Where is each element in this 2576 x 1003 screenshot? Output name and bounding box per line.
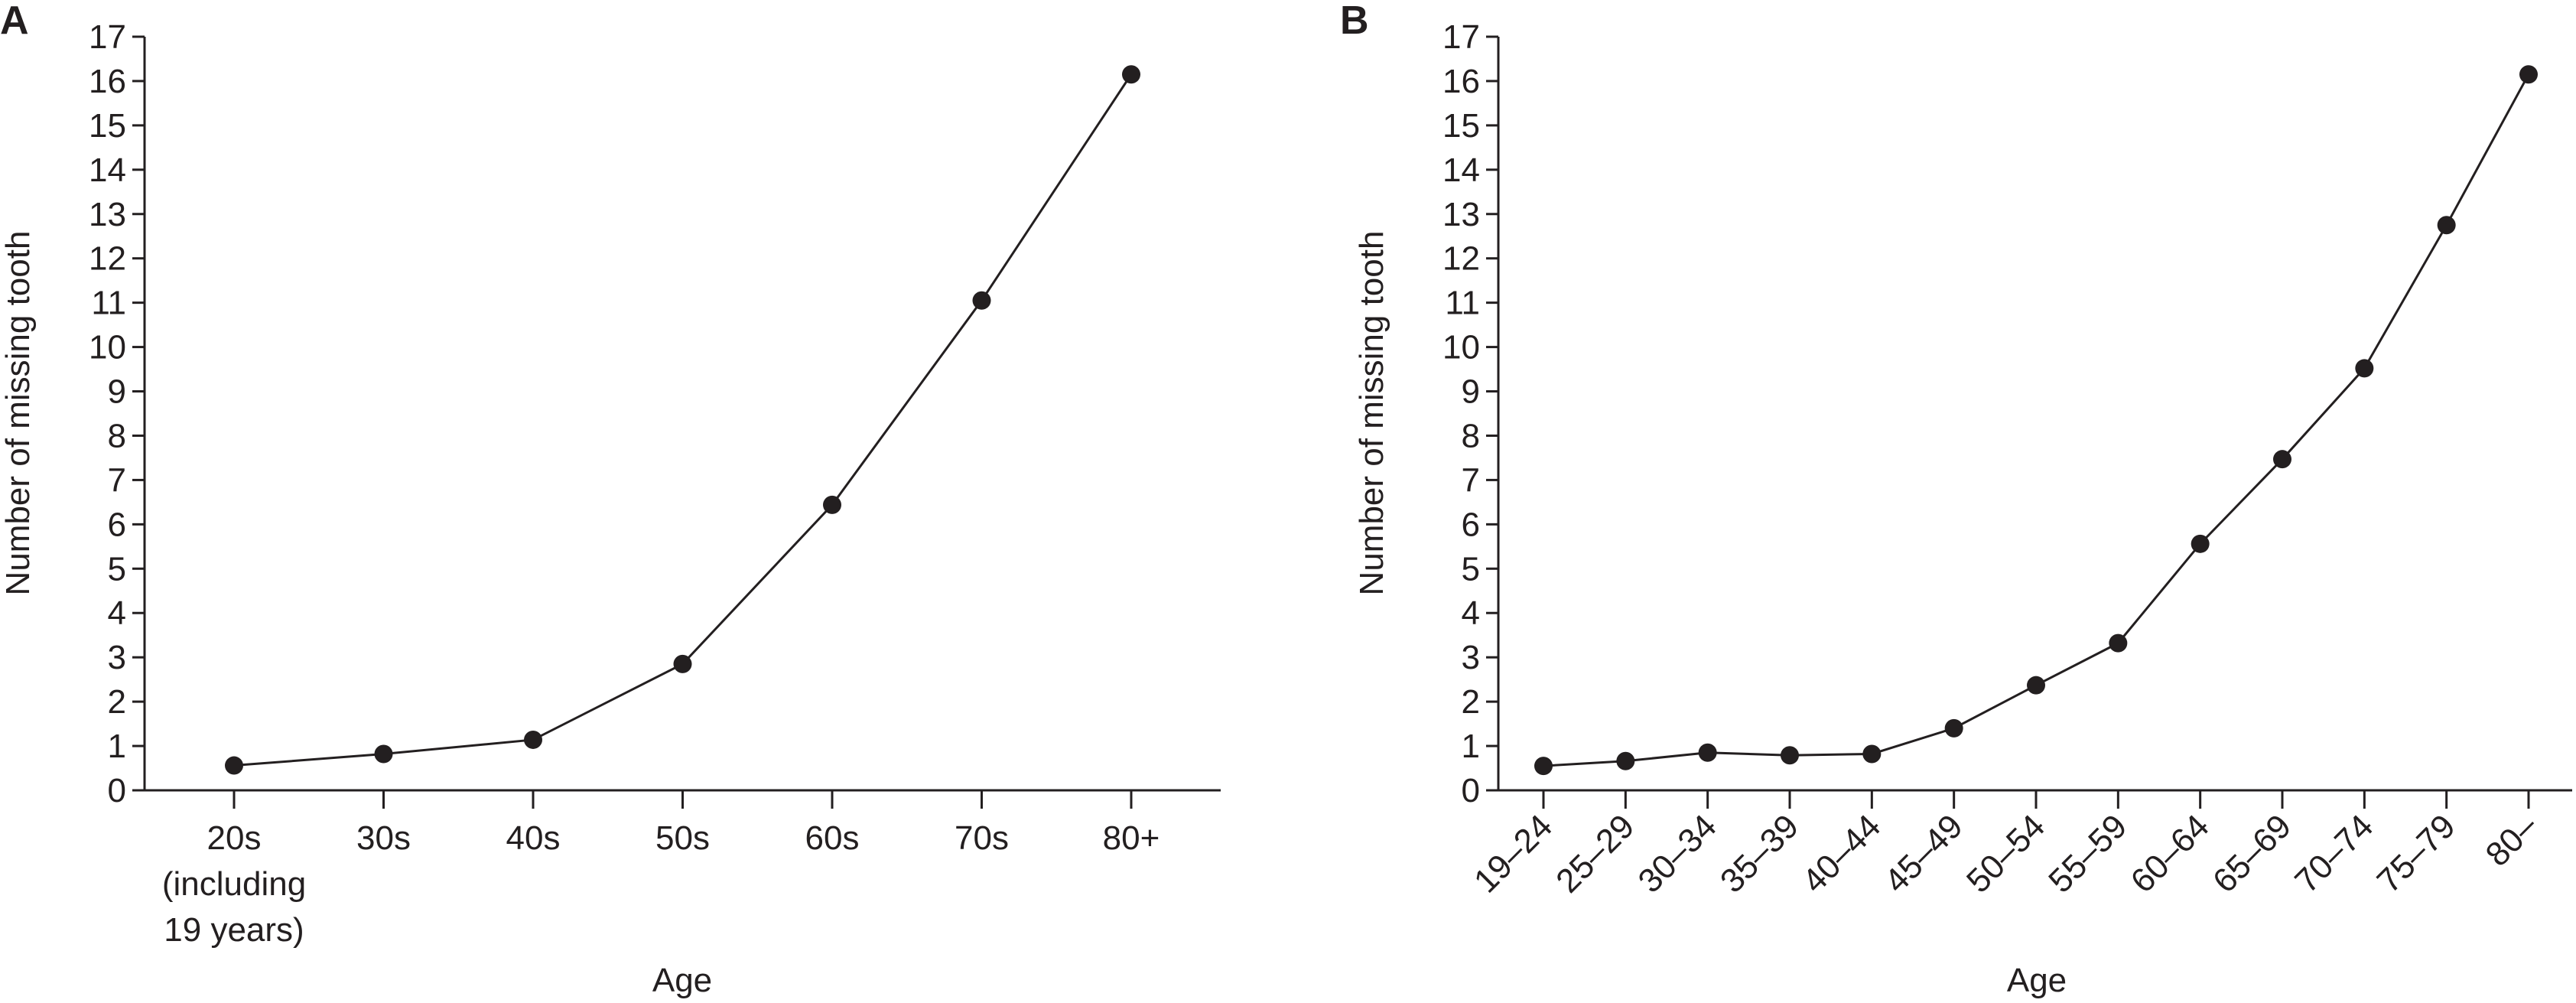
y-tick-label-a: 8 xyxy=(108,417,126,454)
x-tick-label-b: 55–59 xyxy=(2041,807,2134,900)
x-tick-label-b: 65–69 xyxy=(2206,807,2298,900)
data-point-b xyxy=(2273,450,2291,469)
data-point-b xyxy=(1616,751,1635,770)
x-tick-label-b: 19–24 xyxy=(1467,807,1560,900)
data-point-b xyxy=(2355,359,2374,378)
data-point-b xyxy=(2109,633,2128,653)
panel-label-b: B xyxy=(1340,0,1369,43)
x-tick-label-a: 50s xyxy=(655,819,710,857)
y-tick-label-a: 12 xyxy=(89,240,126,278)
y-tick-label-a: 15 xyxy=(89,107,126,145)
y-tick-label-a: 13 xyxy=(89,196,126,233)
data-point-b xyxy=(2191,534,2210,553)
x-tick-label-b: 75–79 xyxy=(2370,807,2463,900)
x-tick-label-b: 50–54 xyxy=(1960,807,2052,900)
y-tick-label-b: 17 xyxy=(1442,18,1480,56)
y-tick-label-b: 8 xyxy=(1462,417,1480,454)
y-tick-label-b: 12 xyxy=(1442,240,1480,278)
x-tick-label-b: 30–34 xyxy=(1631,807,1724,900)
data-point-b xyxy=(1698,743,1717,762)
x-tick-label-b: 60–64 xyxy=(2124,807,2217,900)
y-tick-label-a: 11 xyxy=(91,285,126,322)
y-tick-label-a: 14 xyxy=(89,151,126,189)
data-point-a xyxy=(374,744,393,764)
y-tick-label-a: 5 xyxy=(108,550,126,588)
data-point-b xyxy=(1781,746,1799,765)
y-tick-label-b: 10 xyxy=(1442,329,1480,366)
y-tick-label-a: 4 xyxy=(108,594,126,632)
data-point-a xyxy=(1122,65,1140,84)
y-tick-label-a: 2 xyxy=(108,683,126,721)
y-tick-label-b: 9 xyxy=(1462,373,1480,411)
x-axis-label-a: Age xyxy=(652,962,712,999)
data-point-a xyxy=(524,730,542,749)
y-tick-label-b: 7 xyxy=(1462,461,1480,499)
y-axis-label-a: Number of missing tooth xyxy=(0,231,37,596)
data-point-a xyxy=(673,654,692,673)
series-line-b xyxy=(1543,73,2530,767)
data-point-b xyxy=(2437,216,2456,235)
y-tick-label-b: 13 xyxy=(1442,196,1480,233)
x-tick-label-b: 35–39 xyxy=(1713,807,1806,900)
y-tick-label-b: 14 xyxy=(1442,151,1480,189)
data-point-b xyxy=(2519,65,2538,84)
y-tick-label-a: 7 xyxy=(108,461,126,499)
y-tick-label-a: 9 xyxy=(108,373,126,411)
y-tick-label-b: 0 xyxy=(1462,772,1480,809)
x-tick-label-b: 80– xyxy=(2479,807,2545,874)
y-tick-label-b: 11 xyxy=(1445,285,1480,322)
x-tick-label-a: 40s xyxy=(506,819,561,857)
y-tick-label-a: 16 xyxy=(89,63,126,100)
y-axis-label-b: Number of missing tooth xyxy=(1353,231,1390,596)
data-point-b xyxy=(1534,757,1553,776)
x-tick-label-a: 19 years) xyxy=(164,911,304,949)
y-tick-label-b: 4 xyxy=(1462,594,1480,632)
x-tick-label-a: 30s xyxy=(356,819,411,857)
x-tick-label-a: (including xyxy=(162,865,306,903)
x-tick-label-b: 45–49 xyxy=(1878,807,1970,900)
x-tick-label-b: 70–74 xyxy=(2288,807,2380,900)
x-tick-label-b: 40–44 xyxy=(1795,807,1888,900)
y-tick-label-a: 10 xyxy=(89,329,126,366)
x-tick-label-b: 25–29 xyxy=(1549,807,1641,900)
y-tick-label-a: 17 xyxy=(89,18,126,56)
data-point-a xyxy=(225,756,243,775)
y-tick-label-a: 6 xyxy=(108,506,126,543)
y-tick-label-b: 3 xyxy=(1462,639,1480,676)
x-tick-label-a: 70s xyxy=(955,819,1009,857)
y-tick-label-b: 5 xyxy=(1462,550,1480,588)
data-point-a xyxy=(823,495,841,514)
x-tick-label-a: 80+ xyxy=(1103,819,1160,857)
data-point-b xyxy=(2027,676,2045,695)
data-point-a xyxy=(972,291,991,310)
y-tick-label-a: 1 xyxy=(108,728,126,765)
x-tick-label-a: 20s xyxy=(207,819,262,857)
panel-label-a: A xyxy=(0,0,29,43)
y-tick-label-b: 16 xyxy=(1442,63,1480,100)
y-tick-label-a: 0 xyxy=(108,772,126,809)
x-axis-label-b: Age xyxy=(2007,962,2067,999)
y-tick-label-b: 1 xyxy=(1462,728,1480,765)
y-tick-label-a: 3 xyxy=(108,639,126,676)
x-tick-label-a: 60s xyxy=(805,819,860,857)
y-tick-label-b: 6 xyxy=(1462,506,1480,543)
y-tick-label-b: 15 xyxy=(1442,107,1480,145)
data-point-b xyxy=(1944,718,1963,738)
y-tick-label-b: 2 xyxy=(1462,683,1480,721)
data-point-b xyxy=(1862,744,1882,764)
